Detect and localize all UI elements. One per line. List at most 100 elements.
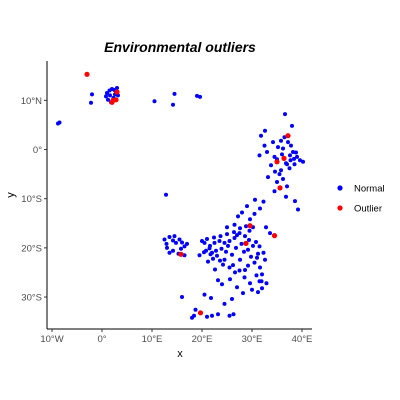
legend-label-normal: Normal bbox=[354, 184, 385, 195]
normal-point bbox=[251, 243, 255, 248]
normal-point bbox=[202, 250, 206, 255]
y-axis-ticks: 10°N 0° 10°S 20°S 30°S bbox=[21, 96, 47, 304]
normal-point bbox=[212, 235, 216, 240]
normal-point bbox=[237, 268, 242, 273]
normal-point bbox=[259, 133, 263, 138]
normal-point bbox=[285, 184, 289, 189]
normal-point bbox=[252, 260, 257, 265]
normal-point bbox=[197, 253, 202, 258]
normal-point bbox=[246, 263, 250, 268]
outlier-point bbox=[114, 89, 120, 95]
normal-point bbox=[271, 140, 275, 145]
normal-point bbox=[260, 272, 264, 277]
normal-point bbox=[105, 91, 109, 95]
normal-point bbox=[239, 241, 244, 246]
normal-point bbox=[222, 240, 227, 245]
legend-key-normal bbox=[337, 185, 343, 191]
normal-point bbox=[206, 259, 210, 264]
normal-point bbox=[248, 217, 252, 222]
normal-point bbox=[164, 241, 169, 246]
normal-point bbox=[266, 175, 270, 180]
normal-point bbox=[254, 273, 259, 278]
normal-point bbox=[167, 250, 172, 255]
outlier-point bbox=[277, 185, 283, 191]
normal-point bbox=[242, 249, 246, 254]
normal-point bbox=[232, 222, 237, 227]
normal-point bbox=[215, 253, 219, 258]
normal-point bbox=[258, 206, 262, 211]
normal-point bbox=[235, 285, 239, 290]
normal-point bbox=[115, 86, 119, 90]
normal-point bbox=[293, 199, 297, 204]
normal-point bbox=[90, 92, 94, 97]
normal-point bbox=[252, 211, 257, 216]
normal-point bbox=[238, 226, 242, 231]
normal-point bbox=[185, 241, 189, 246]
normal-point bbox=[221, 262, 225, 267]
normal-point bbox=[216, 278, 220, 283]
normal-point bbox=[260, 286, 264, 291]
normal-point bbox=[254, 240, 258, 244]
normal-point bbox=[232, 230, 236, 235]
normal-point bbox=[249, 254, 253, 259]
x-tick-label: 10°E bbox=[142, 334, 163, 345]
normal-point bbox=[279, 168, 283, 173]
normal-point bbox=[245, 204, 249, 209]
normal-point bbox=[89, 100, 93, 105]
normal-point bbox=[230, 252, 234, 257]
y-tick-label: 20°S bbox=[21, 243, 42, 254]
normal-point bbox=[210, 313, 214, 318]
normal-point bbox=[257, 244, 262, 249]
legend-key-outlier bbox=[337, 205, 343, 211]
normal-point bbox=[279, 138, 283, 143]
normal-point bbox=[162, 237, 167, 242]
normal-point bbox=[294, 150, 298, 155]
normal-point bbox=[256, 251, 260, 256]
normal-point bbox=[261, 199, 266, 204]
normal-point bbox=[212, 240, 217, 245]
normal-point bbox=[227, 313, 232, 318]
normal-point bbox=[301, 159, 305, 164]
normal-point bbox=[224, 249, 228, 254]
normal-point bbox=[268, 231, 272, 236]
normal-point bbox=[202, 292, 207, 297]
normal-point bbox=[264, 225, 268, 230]
normal-point bbox=[216, 312, 220, 317]
normal-point bbox=[246, 247, 250, 252]
normal-point bbox=[200, 239, 204, 243]
normal-point bbox=[222, 257, 227, 262]
normal-point bbox=[108, 93, 112, 98]
outlier-point bbox=[110, 97, 116, 103]
normal-point bbox=[214, 248, 218, 253]
x-tick-label: 30°E bbox=[242, 334, 263, 345]
normal-point bbox=[298, 158, 302, 163]
normal-point bbox=[106, 97, 110, 102]
normal-point bbox=[262, 143, 267, 148]
normal-point bbox=[240, 210, 244, 215]
normal-point bbox=[248, 281, 252, 286]
normal-point bbox=[263, 257, 267, 262]
normal-point bbox=[272, 189, 277, 194]
normal-point bbox=[257, 153, 262, 158]
normal-point bbox=[276, 145, 280, 150]
normal-point bbox=[234, 245, 238, 250]
x-tick-label: 0° bbox=[97, 334, 106, 345]
normal-point bbox=[152, 99, 157, 104]
normal-point bbox=[259, 279, 264, 284]
normal-point bbox=[171, 238, 175, 243]
normal-point bbox=[269, 163, 273, 168]
normal-point bbox=[179, 246, 183, 251]
normal-point bbox=[172, 91, 177, 96]
normal-point bbox=[225, 232, 229, 237]
normal-point bbox=[296, 207, 300, 212]
x-tick-label: 40°E bbox=[292, 334, 313, 345]
normal-point bbox=[177, 237, 182, 242]
normal-point bbox=[284, 194, 288, 199]
normal-point bbox=[265, 150, 269, 154]
normal-point bbox=[230, 297, 234, 301]
legend: Normal Outlier bbox=[337, 184, 385, 215]
normal-point bbox=[231, 263, 235, 268]
plot-area bbox=[56, 71, 305, 320]
